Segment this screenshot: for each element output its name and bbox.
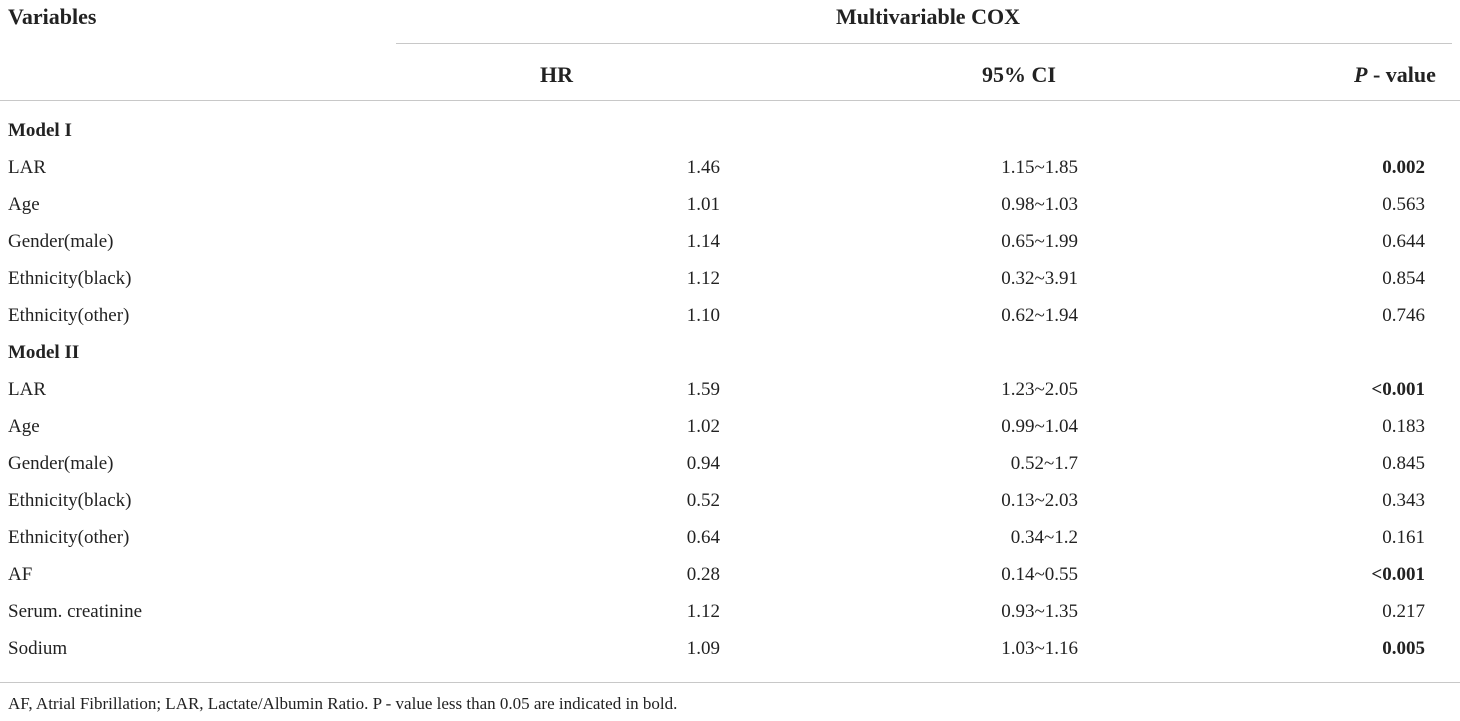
cell-ci: 0.62~1.94 [1001, 305, 1078, 326]
cell-hr: 1.10 [686, 305, 720, 326]
cell-variable: Age [8, 194, 40, 215]
cell-hr: 1.01 [686, 194, 720, 215]
cell-p-value: 0.845 [1382, 453, 1425, 474]
cell-p-value: 0.746 [1382, 305, 1425, 326]
cell-p-value: 0.854 [1382, 268, 1425, 289]
table-row: Age 1.01 0.98~1.03 0.563 [0, 186, 1460, 223]
cell-ci: 1.15~1.85 [1001, 157, 1078, 178]
cell-ci: 0.99~1.04 [1001, 416, 1078, 437]
header-ci: 95% CI [982, 62, 1056, 87]
cell-ci: 0.14~0.55 [1001, 564, 1078, 585]
cell-hr: 0.94 [686, 453, 720, 474]
bottom-divider [0, 682, 1460, 683]
header-variables: Variables [8, 4, 97, 29]
cell-ci: 1.03~1.16 [1001, 638, 1078, 659]
cell-hr: 1.14 [686, 231, 720, 252]
cell-variable: Age [8, 416, 40, 437]
cell-p-value: 0.217 [1382, 601, 1425, 622]
cell-ci: 1.23~2.05 [1001, 379, 1078, 400]
table-row: Sodium 1.09 1.03~1.16 0.005 [0, 630, 1460, 667]
cell-ci: 0.65~1.99 [1001, 231, 1078, 252]
cell-variable: Gender(male) [8, 231, 114, 252]
cell-p-value: 0.343 [1382, 490, 1425, 511]
cell-p-value: 0.005 [1382, 638, 1425, 659]
cell-variable: LAR [8, 379, 46, 400]
cell-variable: AF [8, 564, 33, 585]
header-p-letter: P [1354, 62, 1368, 87]
cell-p-value: 0.002 [1382, 157, 1425, 178]
header-hr: HR [540, 62, 573, 87]
cell-ci: 0.32~3.91 [1001, 268, 1078, 289]
cell-variable: LAR [8, 157, 46, 178]
cell-ci: 0.52~1.7 [1010, 453, 1078, 474]
table-row: Age 1.02 0.99~1.04 0.183 [0, 408, 1460, 445]
cell-ci: 0.93~1.35 [1001, 601, 1078, 622]
table-row: Ethnicity(other) 0.64 0.34~1.2 0.161 [0, 519, 1460, 556]
cell-ci: 0.34~1.2 [1010, 527, 1078, 548]
cell-variable: Ethnicity(black) [8, 490, 132, 511]
cell-hr: 1.02 [686, 416, 720, 437]
cell-variable: Ethnicity(other) [8, 305, 130, 326]
cell-variable: Ethnicity(black) [8, 268, 132, 289]
header-p-value: P - value [1354, 60, 1436, 90]
header-divider [0, 100, 1460, 101]
section-label: Model II [8, 342, 80, 363]
table-row: LAR 1.59 1.23~2.05 <0.001 [0, 371, 1460, 408]
table-row: Ethnicity(black) 0.52 0.13~2.03 0.343 [0, 482, 1460, 519]
header-multivariable-cox: Multivariable COX [836, 4, 1020, 29]
cell-p-value: 0.563 [1382, 194, 1425, 215]
table-row: Serum. creatinine 1.12 0.93~1.35 0.217 [0, 593, 1460, 630]
cell-ci: 0.13~2.03 [1001, 490, 1078, 511]
cell-hr: 0.64 [686, 527, 720, 548]
cell-hr: 0.28 [686, 564, 720, 585]
cell-variable: Ethnicity(other) [8, 527, 130, 548]
cell-variable: Serum. creatinine [8, 601, 143, 622]
cell-p-value: 0.161 [1382, 527, 1425, 548]
cell-p-value: <0.001 [1371, 564, 1425, 585]
section-row: Model I [0, 112, 1460, 149]
cell-hr: 1.09 [686, 638, 720, 659]
table-row: Gender(male) 0.94 0.52~1.7 0.845 [0, 445, 1460, 482]
table-row: Ethnicity(black) 1.12 0.32~3.91 0.854 [0, 260, 1460, 297]
cell-p-value: <0.001 [1371, 379, 1425, 400]
table-row: Gender(male) 1.14 0.65~1.99 0.644 [0, 223, 1460, 260]
cell-hr: 0.52 [686, 490, 720, 511]
section-row: Model II [0, 334, 1460, 371]
cell-p-value: 0.644 [1382, 231, 1425, 252]
section-label: Model I [8, 120, 72, 141]
table-row: Ethnicity(other) 1.10 0.62~1.94 0.746 [0, 297, 1460, 334]
header-p-suffix: - value [1367, 62, 1436, 87]
table-footnote: AF, Atrial Fibrillation; LAR, Lactate/Al… [8, 694, 678, 713]
cell-hr: 1.12 [686, 601, 720, 622]
cell-hr: 1.46 [686, 157, 720, 178]
table-row: AF 0.28 0.14~0.55 <0.001 [0, 556, 1460, 593]
cell-hr: 1.59 [686, 379, 720, 400]
cell-ci: 0.98~1.03 [1001, 194, 1078, 215]
group-divider [396, 43, 1452, 44]
table-row: LAR 1.46 1.15~1.85 0.002 [0, 149, 1460, 186]
cell-variable: Sodium [8, 638, 68, 659]
cell-p-value: 0.183 [1382, 416, 1425, 437]
cell-variable: Gender(male) [8, 453, 114, 474]
cell-hr: 1.12 [686, 268, 720, 289]
